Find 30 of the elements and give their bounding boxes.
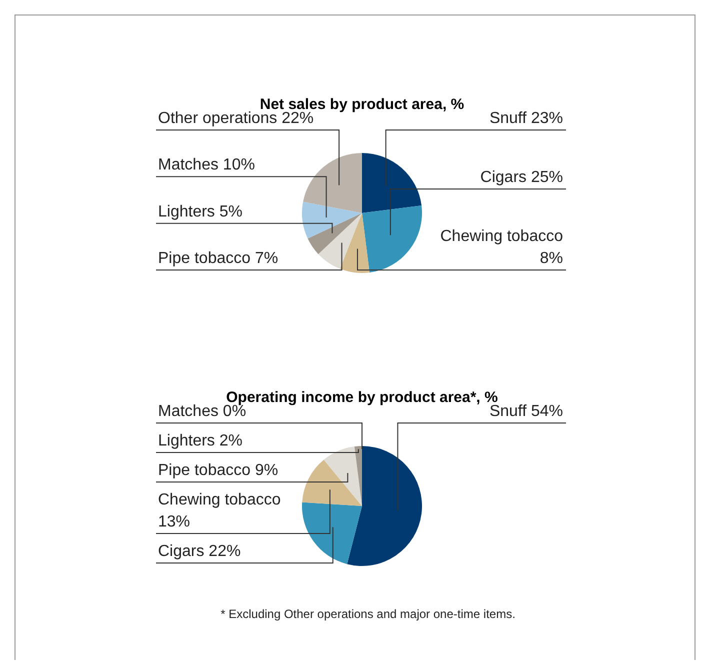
- slice-label: Chewing tobacco: [158, 492, 281, 508]
- slice-label: Snuff 54%: [489, 403, 563, 420]
- data-label: 13%: [158, 514, 190, 530]
- data-label: 8%: [540, 250, 563, 267]
- chart-title: Operating income by product area*, %: [226, 389, 498, 406]
- pie-slice: [354, 446, 362, 506]
- slice-label: Lighters 5%: [158, 203, 242, 220]
- slice-label: Matches 10%: [158, 156, 255, 174]
- text: * Excluding Other operations and major one-time items.: [220, 607, 516, 621]
- pie-slice: [318, 213, 362, 269]
- pie-slice: [302, 202, 362, 239]
- pie-slice: [302, 460, 362, 506]
- pie-slice: [347, 446, 422, 566]
- pie-slice: [362, 205, 422, 273]
- slice-label: Other operations 22%: [158, 110, 314, 127]
- slice-label: Cigars 25%: [480, 169, 563, 186]
- slice-label: Snuff 23%: [489, 110, 563, 127]
- slice-label: Pipe tobacco 9%: [158, 462, 278, 479]
- category-label: Matches 0%: [158, 403, 246, 420]
- pie-slice: [303, 153, 362, 213]
- pie-slice: [308, 213, 362, 254]
- chart-title: Net sales by product area, %: [260, 96, 464, 113]
- pie-slice: [324, 446, 362, 506]
- slice-label: Chewing tobacco: [440, 228, 564, 245]
- slice-label: Pipe tobacco 7%: [158, 250, 278, 267]
- slice-label: Lighters 2%: [158, 432, 242, 450]
- slice-label: Cigars 22%: [158, 543, 241, 560]
- pie-slice: [340, 213, 370, 273]
- pie-slice: [302, 502, 362, 564]
- pie-slice: [362, 153, 422, 213]
